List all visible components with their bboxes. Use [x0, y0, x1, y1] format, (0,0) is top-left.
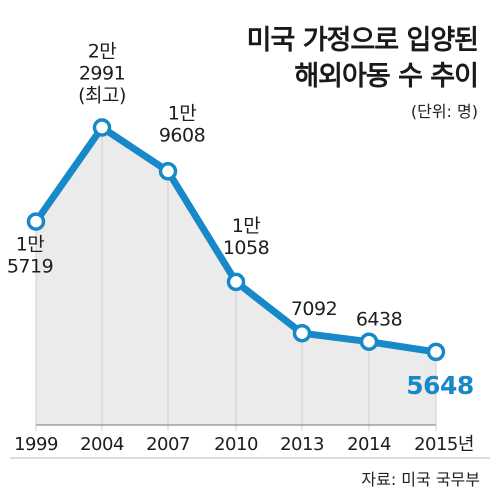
- unit-label: (단위: 명): [410, 102, 478, 121]
- data-point: [426, 342, 446, 362]
- tick-label: 2010: [214, 434, 258, 455]
- tick-label: 2015년: [414, 434, 474, 455]
- chart-subtitle: 해외아동 수 추이: [294, 61, 479, 92]
- tick-label: 2007: [146, 434, 190, 455]
- tick-label: 2014: [347, 434, 391, 455]
- data-point: [359, 332, 379, 351]
- data-label: 7092: [291, 298, 337, 320]
- source-label: 자료: 미국 국무부: [361, 470, 480, 489]
- tick-label: 2004: [80, 434, 124, 455]
- data-label: 1만 9608: [159, 102, 205, 146]
- data-label: 1만 1058: [223, 215, 269, 259]
- chart-title: 미국 가정으로 입양된: [246, 25, 479, 56]
- data-point: [26, 212, 46, 231]
- data-point: [92, 118, 112, 137]
- area-fill: [36, 127, 436, 425]
- data-label: 5648: [406, 371, 474, 400]
- data-point: [158, 162, 178, 181]
- tick-label: 2013: [280, 434, 324, 455]
- data-point: [292, 323, 312, 343]
- data-label: 6438: [356, 309, 402, 331]
- data-point: [226, 272, 246, 292]
- data-label: 2만 2991 (최고): [78, 41, 126, 107]
- data-label: 1만 5719: [7, 234, 53, 278]
- tick-label: 1999: [14, 434, 58, 455]
